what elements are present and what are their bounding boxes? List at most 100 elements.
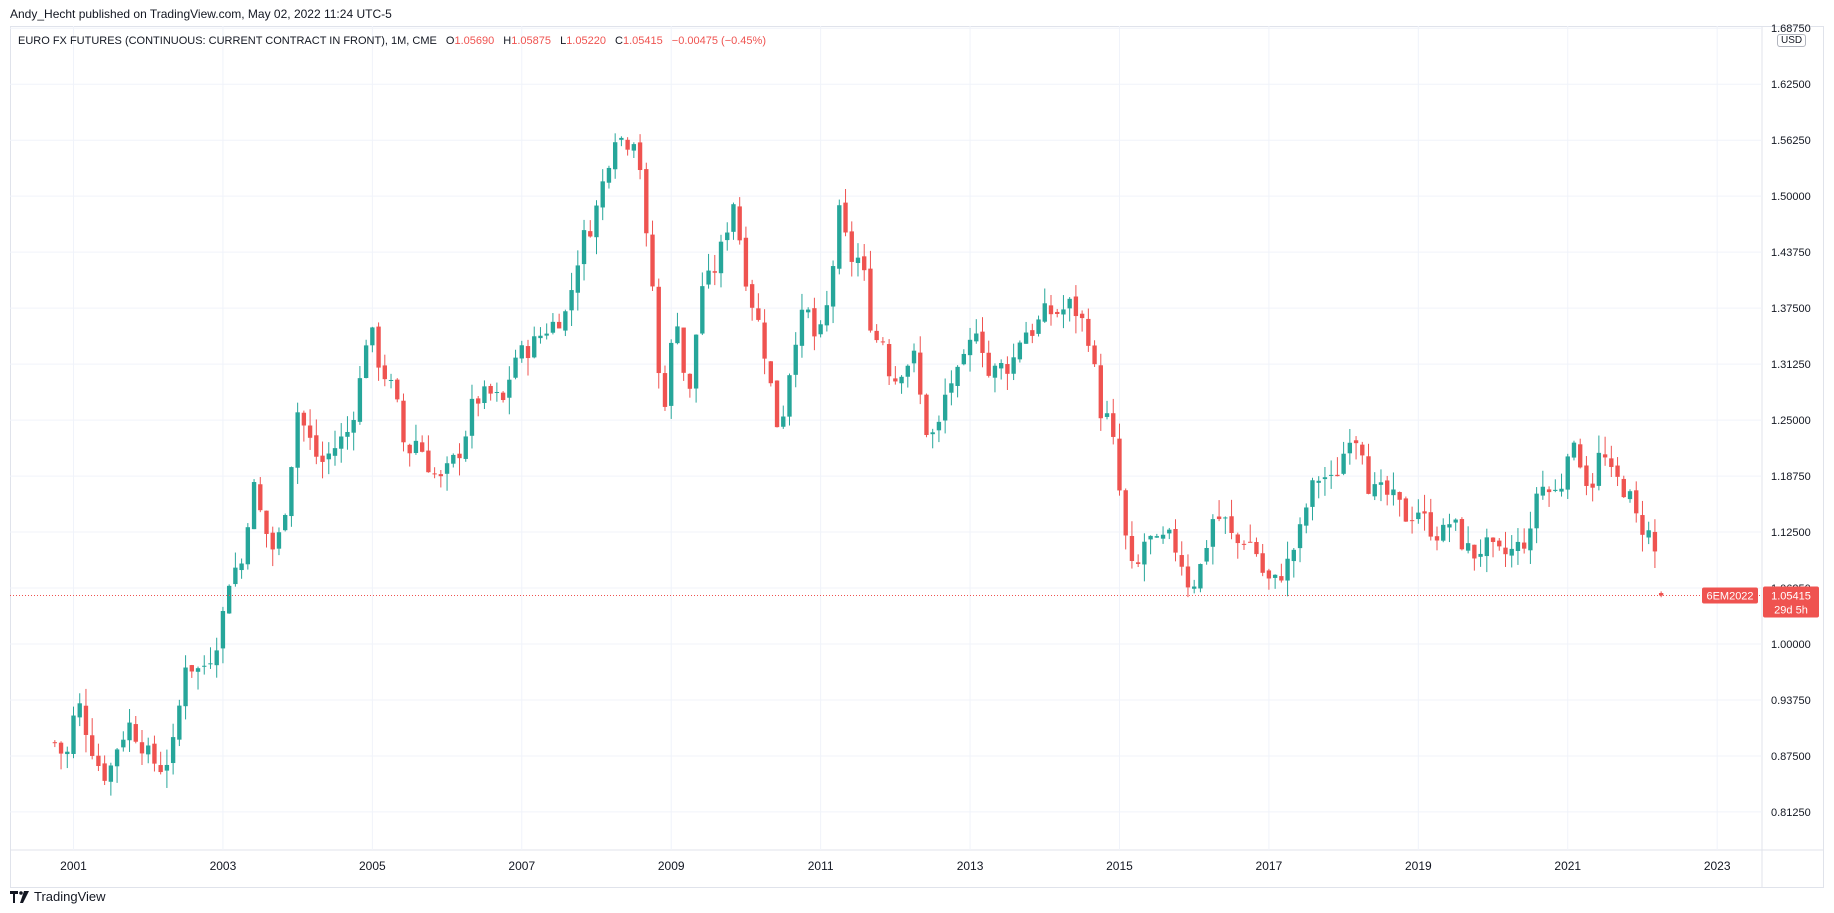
candle-body [1111, 413, 1116, 437]
candle-body [463, 436, 468, 459]
candle-body [1540, 486, 1546, 496]
candle-body [1497, 540, 1502, 547]
candle-body [911, 350, 917, 364]
candle-body [606, 167, 612, 183]
candle-body [837, 205, 842, 269]
candle-body [1223, 517, 1228, 519]
candle-body [743, 237, 749, 287]
candle-body [1192, 586, 1197, 589]
candle-body [339, 436, 344, 449]
candle-body [332, 448, 338, 456]
candle-body [382, 365, 387, 380]
candle-body [799, 309, 805, 346]
candle-body [1297, 524, 1303, 549]
candle-body [395, 379, 400, 400]
published-by-line: Andy_Hecht published on TradingView.com,… [10, 7, 392, 21]
candle-body [538, 335, 543, 339]
candle-body [1023, 332, 1029, 344]
candle-body [700, 286, 705, 334]
candle-body [1459, 519, 1465, 550]
candle-body [550, 321, 556, 333]
candle-body [432, 473, 437, 475]
candle-body [588, 231, 593, 237]
candle-body [476, 398, 481, 404]
candle-body [139, 742, 145, 754]
candle-body [226, 585, 232, 614]
y-tick-label: 0.87500 [1771, 751, 1811, 763]
candle-body [1079, 313, 1085, 319]
candle-body [918, 352, 923, 395]
candle-body [1397, 492, 1402, 500]
y-tick-label: 1.00000 [1771, 639, 1811, 651]
candle-body [544, 333, 549, 336]
candle-body [1341, 453, 1346, 474]
candle-body [1179, 555, 1184, 567]
symbol-name[interactable]: EURO FX FUTURES (CONTINUOUS: CURRENT CON… [18, 35, 437, 47]
candle-body [1621, 478, 1626, 498]
candle-body [146, 745, 151, 755]
candle-body [942, 394, 948, 421]
candle-body [90, 735, 95, 756]
x-tick-label: 2017 [1256, 859, 1283, 873]
candle-body [731, 204, 736, 232]
x-tick-label: 2007 [508, 859, 535, 873]
currency-button[interactable]: USD [1777, 34, 1807, 47]
candle-body [681, 327, 686, 373]
last-price-badge-value: 1.05415 [1771, 591, 1811, 603]
candle-body [264, 510, 269, 534]
candle-body [52, 742, 58, 744]
candle-body [1198, 564, 1203, 589]
candle-body [600, 181, 605, 208]
candle-body [1503, 547, 1508, 555]
candle-body [1609, 458, 1614, 467]
y-tick-label: 1.31250 [1771, 359, 1811, 371]
candle-body [1310, 480, 1315, 507]
bar-countdown: 29d 5h [1774, 605, 1808, 617]
candle-body [1142, 541, 1147, 565]
candle-body [980, 331, 985, 353]
candle-body [930, 432, 935, 435]
close-label: C [615, 35, 623, 47]
candle-body [619, 137, 624, 140]
grid-lines [10, 26, 1824, 888]
candle-body [413, 440, 419, 453]
candle-body [843, 202, 848, 233]
tradingview-brand[interactable]: TradingView [10, 889, 106, 904]
candle-body [1173, 528, 1178, 553]
candle-body [581, 230, 587, 265]
x-tick-label: 2013 [957, 859, 984, 873]
ohlc-legend: EURO FX FUTURES (CONTINUOUS: CURRENT CON… [18, 35, 766, 47]
x-tick-label: 2003 [210, 859, 237, 873]
candle-body [637, 142, 643, 171]
candle-body [1036, 319, 1041, 334]
candle-body [1241, 543, 1247, 545]
candle-body [1521, 542, 1527, 549]
candle-body [818, 324, 823, 335]
candle-body [1148, 535, 1153, 540]
x-tick-label: 2011 [808, 859, 834, 873]
candle-body [1042, 303, 1047, 322]
candle-body [1204, 547, 1209, 562]
x-tick-label: 2021 [1554, 859, 1581, 873]
candle-body [152, 743, 157, 764]
change-value: −0.00475 (−0.45%) [671, 35, 766, 47]
candle-body [1596, 452, 1602, 486]
candle-body [967, 339, 973, 356]
candle-body [532, 336, 537, 358]
candle-body [656, 286, 661, 374]
candle-body [1453, 519, 1458, 523]
y-tick-label: 0.93750 [1771, 695, 1811, 707]
candle-body [868, 268, 873, 331]
candle-body [862, 256, 867, 271]
low-label: L [560, 35, 567, 47]
candle-body [1055, 311, 1060, 314]
candle-body [1279, 576, 1284, 581]
candle-body [631, 144, 637, 151]
candle-body [899, 376, 904, 384]
candle-body [1385, 480, 1390, 495]
candle-body [725, 232, 730, 241]
candle-body [307, 425, 313, 438]
candle-body [1546, 489, 1552, 493]
candle-body [158, 765, 163, 773]
